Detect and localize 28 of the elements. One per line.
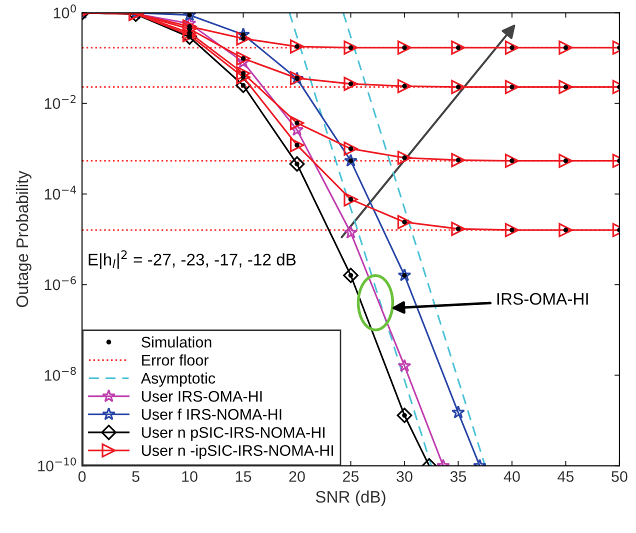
x-tick-label: 10 (182, 471, 198, 482)
y-tick-label: 10$^{−10}$ (38, 457, 76, 472)
y-tick-label: 10$^{−6}$ (44, 276, 76, 290)
annotation: E|h$_{l}$|$^{2}$ = -27, -23, -17, -12 dB (88, 250, 296, 269)
y-tick-label: 10$^{0}$ (54, 4, 76, 18)
x-tick-label: 25 (343, 471, 359, 482)
legend-label: User n -ipSIC-IRS-NOMA-HI (142, 444, 333, 459)
x-tick-label: 20 (289, 471, 305, 482)
x-tick-label: 15 (236, 471, 252, 482)
legend-label: Simulation (142, 336, 212, 348)
x-tick-label: 35 (450, 471, 466, 482)
y-axis-title: Outage Probability (16, 170, 32, 308)
legend-label: User IRS-OMA-HI (142, 390, 262, 402)
legend-label: Error floor (142, 354, 209, 366)
y-tick-label: 10$^{−2}$ (44, 95, 76, 109)
x-tick-label: 30 (396, 471, 412, 482)
y-tick-label: 10$^{−8}$ (44, 366, 76, 381)
legend-label: User n pSIC-IRS-NOMA-HI (142, 427, 325, 441)
x-tick-label: 45 (558, 471, 574, 482)
legend-label: User f IRS-NOMA-HI (142, 408, 282, 420)
x-axis-title: SNR (dB) (316, 490, 386, 506)
legend-label: Asymptotic (140, 372, 216, 387)
annotation: IRS-OMA-HI (497, 293, 588, 305)
x-tick-label: 50 (612, 471, 628, 482)
y-tick-label: 10$^{−4}$ (44, 186, 76, 200)
x-tick-label: 0 (78, 471, 86, 482)
x-tick-label: 40 (504, 471, 520, 482)
x-tick-label: 5 (132, 471, 140, 482)
